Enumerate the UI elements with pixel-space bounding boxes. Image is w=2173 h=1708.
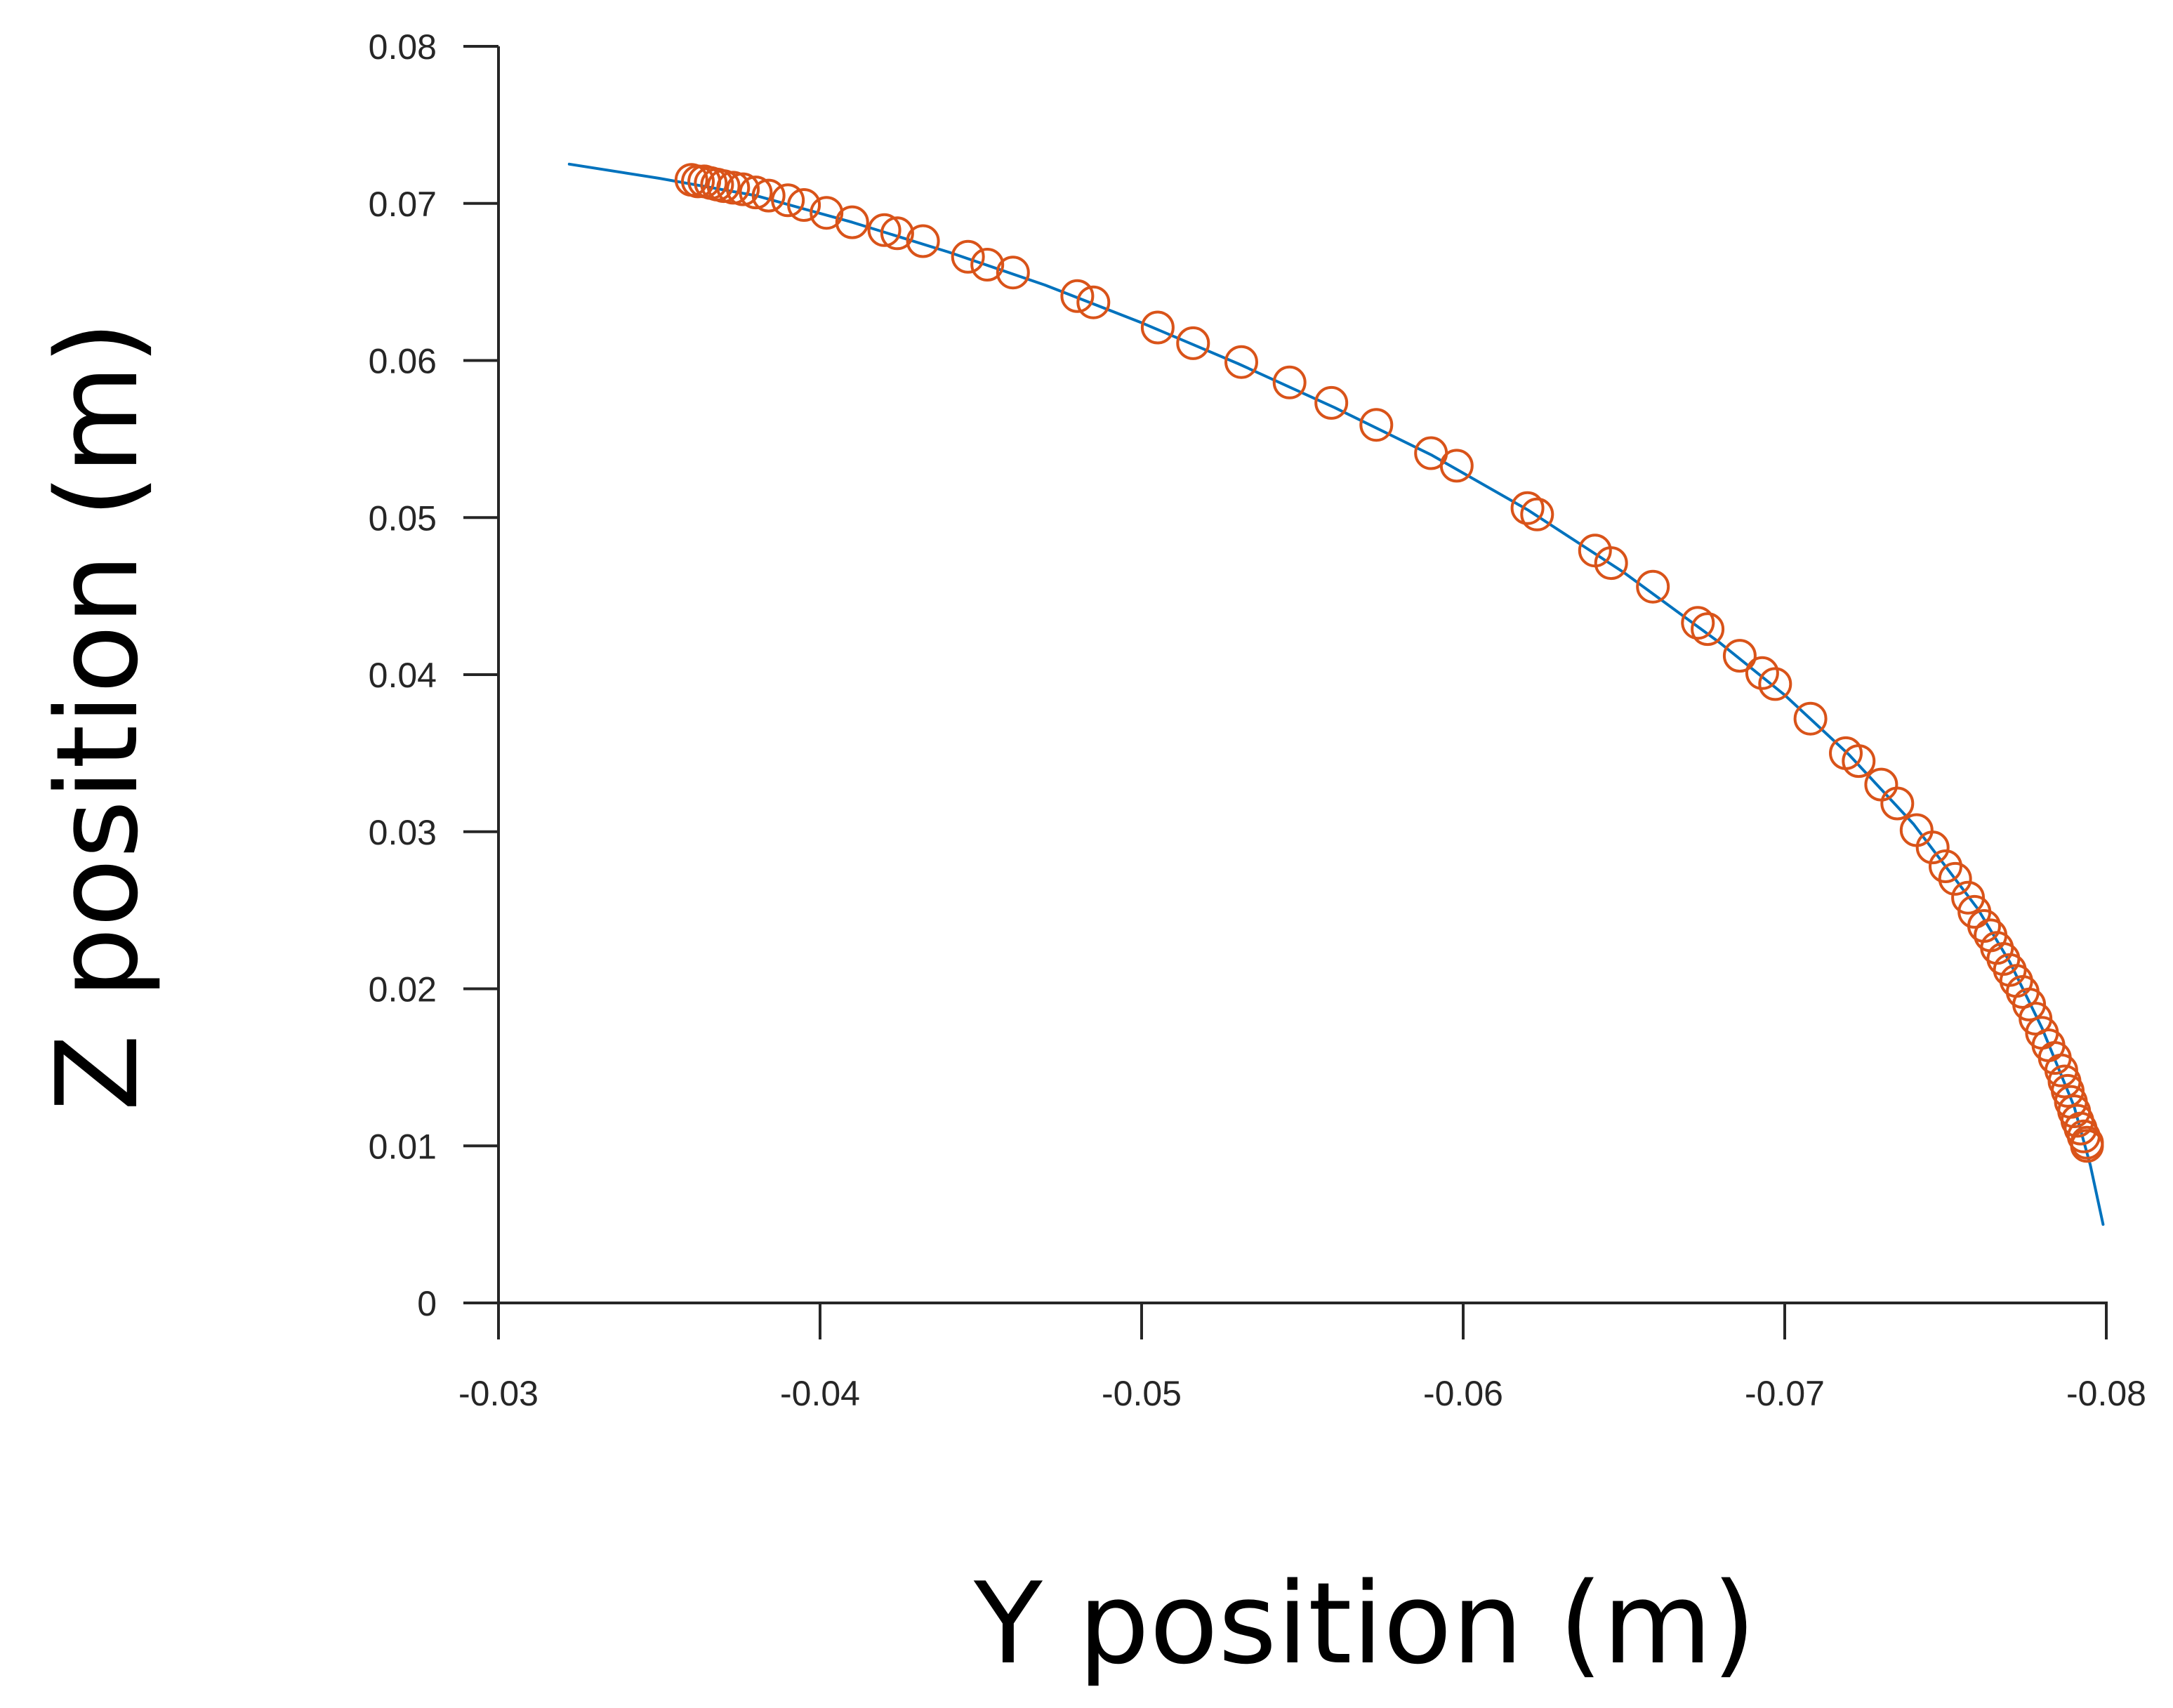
data-point — [716, 171, 751, 205]
data-point — [1938, 861, 1972, 896]
data-point — [1636, 569, 1670, 604]
data-point — [1060, 279, 1095, 313]
data-markers-layer — [674, 163, 2104, 1163]
data-point — [739, 176, 773, 210]
data-point — [1140, 310, 1175, 345]
data-point — [996, 256, 1030, 290]
x-tick-label: -0.08 — [2066, 1374, 2146, 1413]
x-axis-label: Y position (m) — [973, 1558, 1756, 1689]
data-point — [2070, 1129, 2104, 1163]
data-point — [951, 239, 985, 274]
x-tick-label: -0.05 — [1102, 1374, 1182, 1413]
data-point — [1793, 701, 1828, 736]
data-point — [787, 188, 821, 222]
data-point — [970, 248, 1005, 282]
data-point — [1758, 667, 1792, 701]
y-tick-label: 0.06 — [369, 342, 437, 381]
data-point — [867, 213, 901, 247]
data-point — [1880, 786, 1915, 821]
y-tick-label: 0.08 — [369, 27, 437, 67]
data-point — [1176, 326, 1210, 360]
x-tick-label: -0.07 — [1745, 1374, 1825, 1413]
y-tick-label: 0.02 — [369, 970, 437, 1009]
x-tick-label: -0.03 — [458, 1374, 539, 1413]
y-axis-label: Z position (m) — [32, 321, 163, 1111]
data-point — [1691, 612, 1725, 647]
x-tick-label: -0.06 — [1423, 1374, 1503, 1413]
data-point — [1681, 606, 1715, 640]
data-point — [1745, 656, 1779, 690]
data-point — [1272, 365, 1307, 399]
data-point — [810, 196, 844, 230]
data-point — [835, 205, 869, 239]
data-point — [1359, 408, 1394, 442]
y-tick-label: 0.07 — [369, 185, 437, 224]
data-point — [1594, 546, 1628, 581]
axes: 0 0.01 0.02 0.03 0.04 0.05 0.06 0.07 0.08 -0.03 -0… — [369, 27, 2146, 1413]
x-tick-label: -0.04 — [780, 1374, 860, 1413]
data-point — [1722, 639, 1757, 673]
data-point — [1842, 744, 1876, 779]
data-point — [880, 216, 914, 251]
data-point — [906, 224, 940, 258]
data-point — [1439, 449, 1474, 483]
data-point — [1314, 385, 1349, 420]
data-point — [1915, 830, 1950, 865]
y-tick-label: 0.01 — [369, 1127, 437, 1166]
data-point — [751, 178, 786, 213]
y-tick-label: 0 — [417, 1284, 437, 1323]
data-point — [771, 183, 805, 218]
data-point — [1520, 497, 1554, 531]
y-tick-label: 0.03 — [369, 813, 437, 852]
y-tick-label: 0.04 — [369, 656, 437, 695]
y-tick-label: 0.05 — [369, 498, 437, 538]
data-point — [1929, 849, 1962, 883]
data-point — [726, 172, 760, 206]
data-point — [1510, 491, 1545, 525]
data-point — [1224, 345, 1258, 379]
data-point — [1076, 285, 1111, 319]
fit-line — [567, 162, 2105, 1226]
fit-line-layer — [567, 162, 2105, 1226]
